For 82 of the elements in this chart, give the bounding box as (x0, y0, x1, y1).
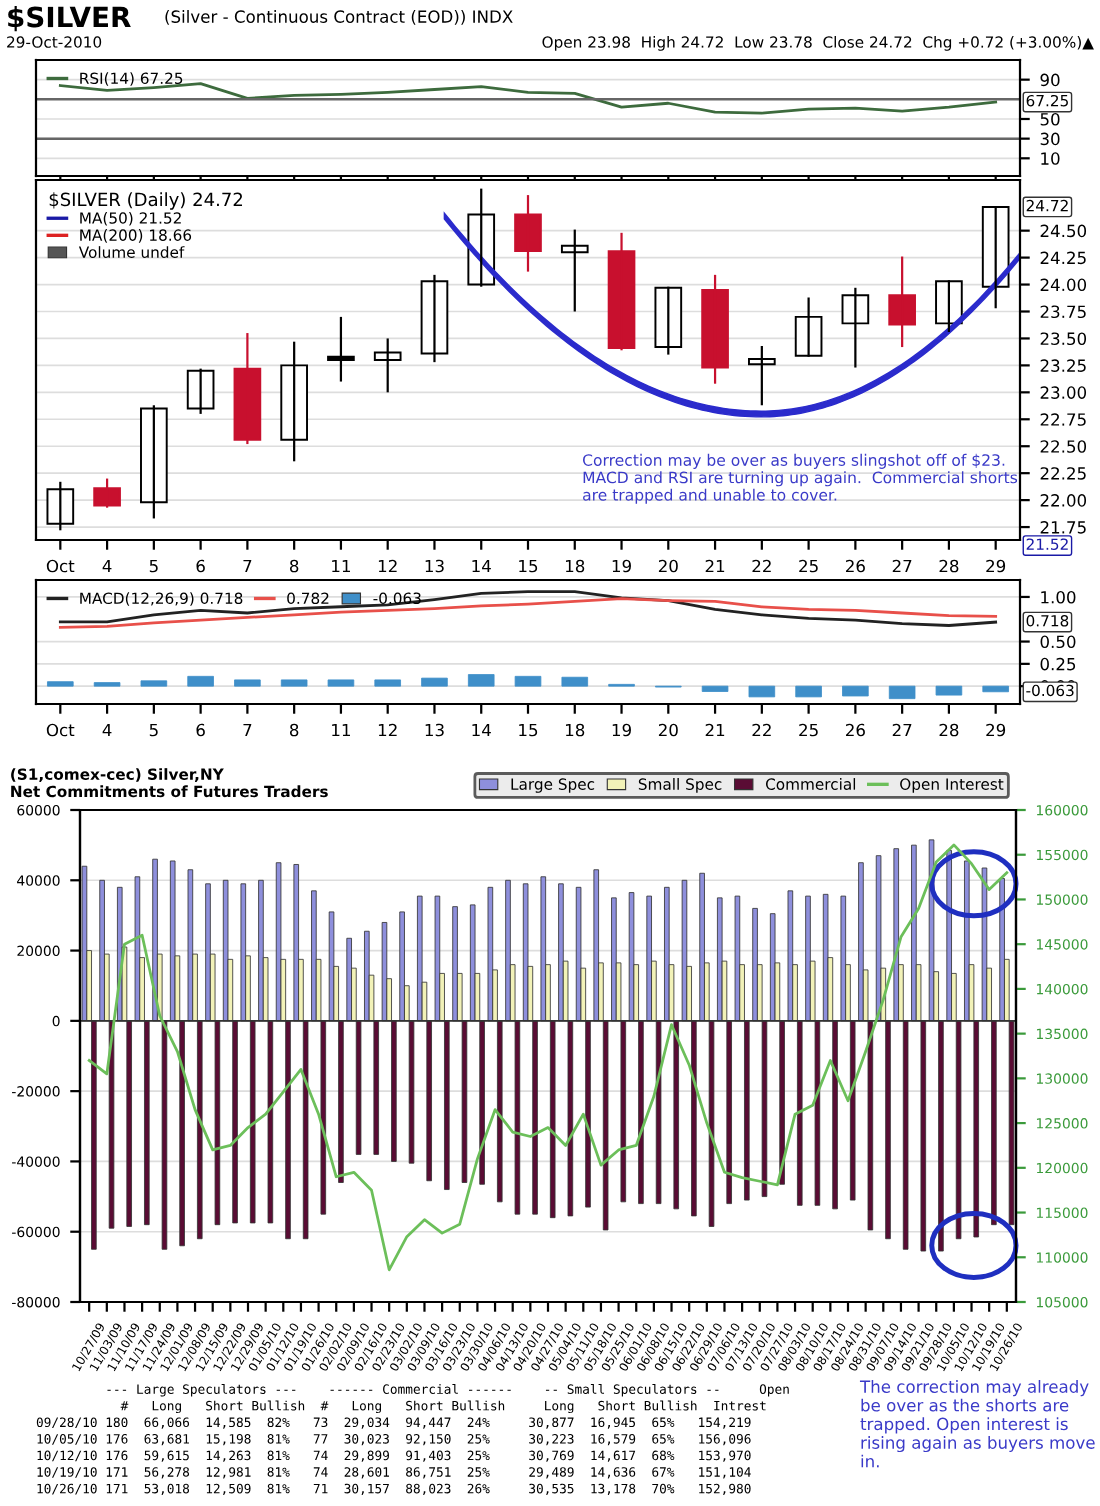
y-tick-label: 23.50 (1040, 332, 1087, 346)
y-tick-label: 23.75 (1040, 305, 1086, 319)
x-tick-label: 7 (243, 559, 252, 573)
x-tick-label: Oct (46, 723, 75, 737)
chart-subtitle: (Silver - Continuous Contract (EOD)) INDX (165, 10, 513, 25)
x-tick-label: 7 (243, 723, 252, 737)
x-tick-label: 28 (939, 723, 959, 737)
candlestick (560, 228, 589, 313)
x-tick-label: 29 (986, 723, 1006, 737)
y-tick-label: 0.25 (1040, 657, 1076, 671)
x-tick-label: 4 (102, 723, 112, 737)
x-tick-label: 15 (519, 723, 538, 737)
legend-title: $SILVER (Daily) 24.72 (49, 192, 243, 210)
y-tick-label: 10 (1041, 152, 1060, 165)
x-tick-label: 6 (196, 723, 205, 737)
x-tick-label: 12 (378, 723, 397, 737)
x-tick-label: 20 (658, 559, 678, 573)
x-tick-label: 27 (892, 559, 912, 573)
y-tick-label: 1.00 (1041, 590, 1076, 604)
candlestick (46, 480, 75, 532)
candlestick (888, 255, 916, 349)
candlestick (280, 340, 308, 463)
y-tick-label: 22.00 (1040, 494, 1087, 507)
x-tick-label: 25 (799, 559, 818, 573)
y-tick-label: 22.75 (1040, 413, 1086, 426)
x-tick-label: 11 (332, 559, 350, 573)
candlestick (373, 337, 402, 394)
x-tick-label: 25 (799, 723, 818, 737)
y-tick-label: 23.00 (1040, 386, 1087, 399)
x-tick-label: 29 (986, 559, 1006, 573)
candlestick (701, 273, 729, 385)
candlestick (514, 193, 542, 273)
y-tick-label: 24.50 (1040, 224, 1087, 238)
x-tick-label: 15 (519, 559, 538, 573)
x-tick-label: 11 (332, 723, 350, 737)
x-tick-label: 21 (705, 559, 725, 573)
x-tick-label: 26 (845, 559, 865, 573)
x-tick-label: 5 (149, 559, 158, 573)
y-tick-label: 21.75 (1040, 521, 1086, 534)
y-tick-label: 22.25 (1040, 467, 1086, 480)
y-tick-label: 90 (1040, 73, 1060, 87)
x-tick-label: 13 (425, 559, 444, 573)
candlestick (654, 285, 683, 356)
y-tick-label: 0.50 (1040, 635, 1076, 649)
y-tick-label: 22.50 (1040, 440, 1087, 453)
x-tick-label: 18 (565, 559, 585, 573)
x-tick-label: 22 (752, 723, 771, 737)
x-tick-label: 21 (705, 723, 725, 737)
y-tick-label: 50 (1040, 112, 1060, 126)
x-tick-label: 28 (939, 559, 959, 573)
x-tick-label: 19 (612, 559, 631, 573)
x-tick-label: 19 (612, 723, 631, 737)
y-tick-label: 24.25 (1040, 251, 1086, 265)
candlestick (841, 286, 870, 369)
line-series (58, 82, 998, 115)
candlestick (748, 344, 776, 407)
x-tick-label: 8 (289, 559, 299, 573)
candlestick (935, 279, 963, 334)
text: The correction may already be over as the shorts are trapped. Open interest is rising again as buyers move in. (859, 1380, 1095, 1468)
line-series (87, 843, 1009, 1272)
x-tick-label: 14 (472, 723, 491, 737)
x-tick-label: 14 (472, 559, 491, 573)
x-tick-label: 6 (196, 559, 205, 573)
y-tick-label: 24.00 (1040, 278, 1087, 292)
x-tick-label: Oct (46, 559, 75, 573)
x-tick-label: 26 (845, 723, 865, 737)
x-tick-label: 4 (102, 559, 112, 573)
y-tick-label: 23.25 (1040, 359, 1086, 372)
x-tick-label: 20 (658, 723, 678, 737)
x-tick-label: 13 (425, 723, 444, 737)
x-tick-label: 8 (289, 723, 299, 737)
candlestick (327, 315, 355, 383)
x-tick-label: 12 (378, 559, 397, 573)
candlestick (140, 404, 168, 520)
chart-title: $SILVER (8, 6, 131, 32)
x-tick-label: 5 (149, 723, 158, 737)
x-tick-label: 18 (565, 723, 585, 737)
y-tick-label: 30 (1040, 132, 1060, 146)
x-tick-label: 27 (892, 723, 912, 737)
x-tick-label: 22 (752, 559, 771, 573)
line-series (58, 590, 998, 627)
candlestick (93, 477, 121, 509)
